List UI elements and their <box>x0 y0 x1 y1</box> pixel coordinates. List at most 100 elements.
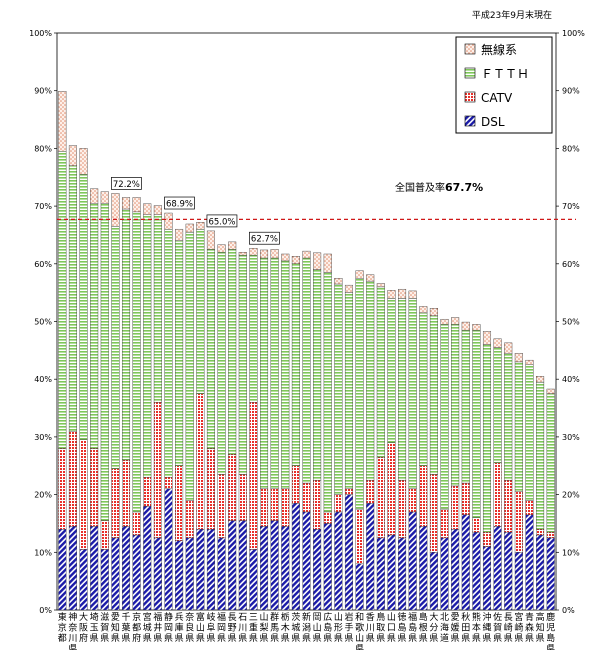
bar-catv <box>376 456 385 539</box>
bar-dsl <box>376 537 385 611</box>
bar-ftth <box>429 315 438 475</box>
bar-catv <box>514 491 523 553</box>
x-tick-label: 岩手県 <box>344 611 353 644</box>
bar-catv <box>238 474 247 521</box>
bar-dsl <box>228 520 237 611</box>
bar-ftth <box>196 228 205 394</box>
bar-catv <box>217 474 226 539</box>
bar-ftth <box>206 249 215 449</box>
bar-series-group <box>58 91 555 611</box>
callout-box <box>111 177 142 190</box>
bar-dsl <box>281 526 290 611</box>
bar-ftth <box>461 329 470 484</box>
bar-ftth <box>281 260 290 490</box>
bar-wireless <box>270 249 279 259</box>
x-tick-label: 埼玉県 <box>90 611 99 644</box>
bar-dsl <box>90 526 99 611</box>
bar-dsl <box>493 526 502 611</box>
bar-catv <box>419 465 428 527</box>
bar-ftth <box>493 347 502 464</box>
bar-ftth <box>323 272 332 513</box>
bar-ftth <box>408 298 417 490</box>
x-tick-label: 愛知県 <box>111 611 120 644</box>
bar-catv <box>68 430 77 527</box>
x-tick-label: 宮城県 <box>143 611 152 644</box>
reference-line-label-value: 67.7% <box>445 181 483 194</box>
bar-catv <box>355 508 364 565</box>
callout-label: 62.7% <box>251 235 278 245</box>
bar-wireless <box>111 193 120 227</box>
y-tick-label-right: 30% <box>562 433 580 442</box>
bar-catv <box>270 488 279 521</box>
y-tick-label-left: 80% <box>34 144 52 153</box>
bar-ftth <box>302 257 311 484</box>
bar-catv <box>143 477 152 507</box>
callout-box <box>206 214 238 228</box>
y-tick-label-right: 70% <box>562 202 580 211</box>
legend-label-wireless: 無線系 <box>481 42 517 57</box>
bar-ftth <box>387 298 396 443</box>
bar-ftth <box>185 231 194 501</box>
bar-wireless <box>90 188 99 204</box>
x-tick-label: 大阪府 <box>79 611 88 644</box>
bar-dsl <box>514 552 523 611</box>
callout-box <box>164 196 195 210</box>
bar-ftth <box>121 208 131 461</box>
bar-ftth <box>175 240 184 466</box>
bar-catv <box>440 508 449 539</box>
x-tick-label: 富山県 <box>196 611 205 644</box>
bar-wireless <box>366 274 375 282</box>
legend-label-catv: CATV <box>481 91 513 105</box>
bar-dsl <box>111 537 120 611</box>
bar-dsl <box>132 534 141 611</box>
bar-dsl <box>121 526 131 611</box>
bar-dsl <box>238 520 247 611</box>
x-tick-label: 山梨県 <box>260 612 269 644</box>
bar-catv <box>90 448 99 527</box>
bar-dsl <box>313 529 322 611</box>
y-tick-label-right: 90% <box>562 87 580 96</box>
bar-ftth <box>164 228 173 478</box>
x-tick-label: 山形県 <box>334 612 343 644</box>
y-tick-label-right: 10% <box>562 548 580 557</box>
x-tick-label: 鳥取県 <box>376 611 385 644</box>
bar-ftth <box>111 226 120 469</box>
bar-wireless <box>440 318 449 325</box>
callout-label: 68.9% <box>166 200 193 210</box>
x-tick-label: 青森県 <box>525 611 534 644</box>
bar-wireless <box>514 353 523 363</box>
bar-wireless <box>132 197 141 213</box>
callout-box <box>249 231 280 245</box>
bar-catv <box>260 488 269 527</box>
bar-ftth <box>79 174 88 440</box>
bar-ftth <box>228 249 237 455</box>
bar-wireless <box>493 338 502 348</box>
bar-wireless <box>249 248 258 256</box>
bar-ftth <box>260 257 269 490</box>
reference-line-label: 全国普及率67.7% <box>395 181 483 194</box>
legend-swatch-dsl <box>464 115 476 127</box>
bar-ftth <box>143 214 152 478</box>
bar-catv <box>461 482 470 515</box>
bar-catv <box>281 488 290 527</box>
bar-dsl <box>525 514 534 611</box>
callout-label: 72.2% <box>113 180 140 190</box>
bar-ftth <box>313 269 322 481</box>
bar-dsl <box>429 552 438 611</box>
bar-wireless <box>68 145 77 166</box>
bar-wireless <box>355 270 364 279</box>
x-tick-label: 香川県 <box>366 612 375 644</box>
bar-catv <box>79 439 88 550</box>
y-tick-label-right: 20% <box>562 491 580 500</box>
bar-dsl <box>451 529 460 611</box>
y-tick-label-left: 90% <box>34 87 52 96</box>
bar-ftth <box>217 252 226 475</box>
legend-swatch-wireless <box>464 43 476 55</box>
bar-wireless <box>472 324 481 331</box>
bar-wireless <box>419 306 428 314</box>
reference-line-label-prefix: 全国普及率 <box>395 181 445 194</box>
bar-catv <box>344 488 353 495</box>
bar-catv <box>429 474 438 553</box>
y-tick-label-right: 100% <box>562 29 585 38</box>
